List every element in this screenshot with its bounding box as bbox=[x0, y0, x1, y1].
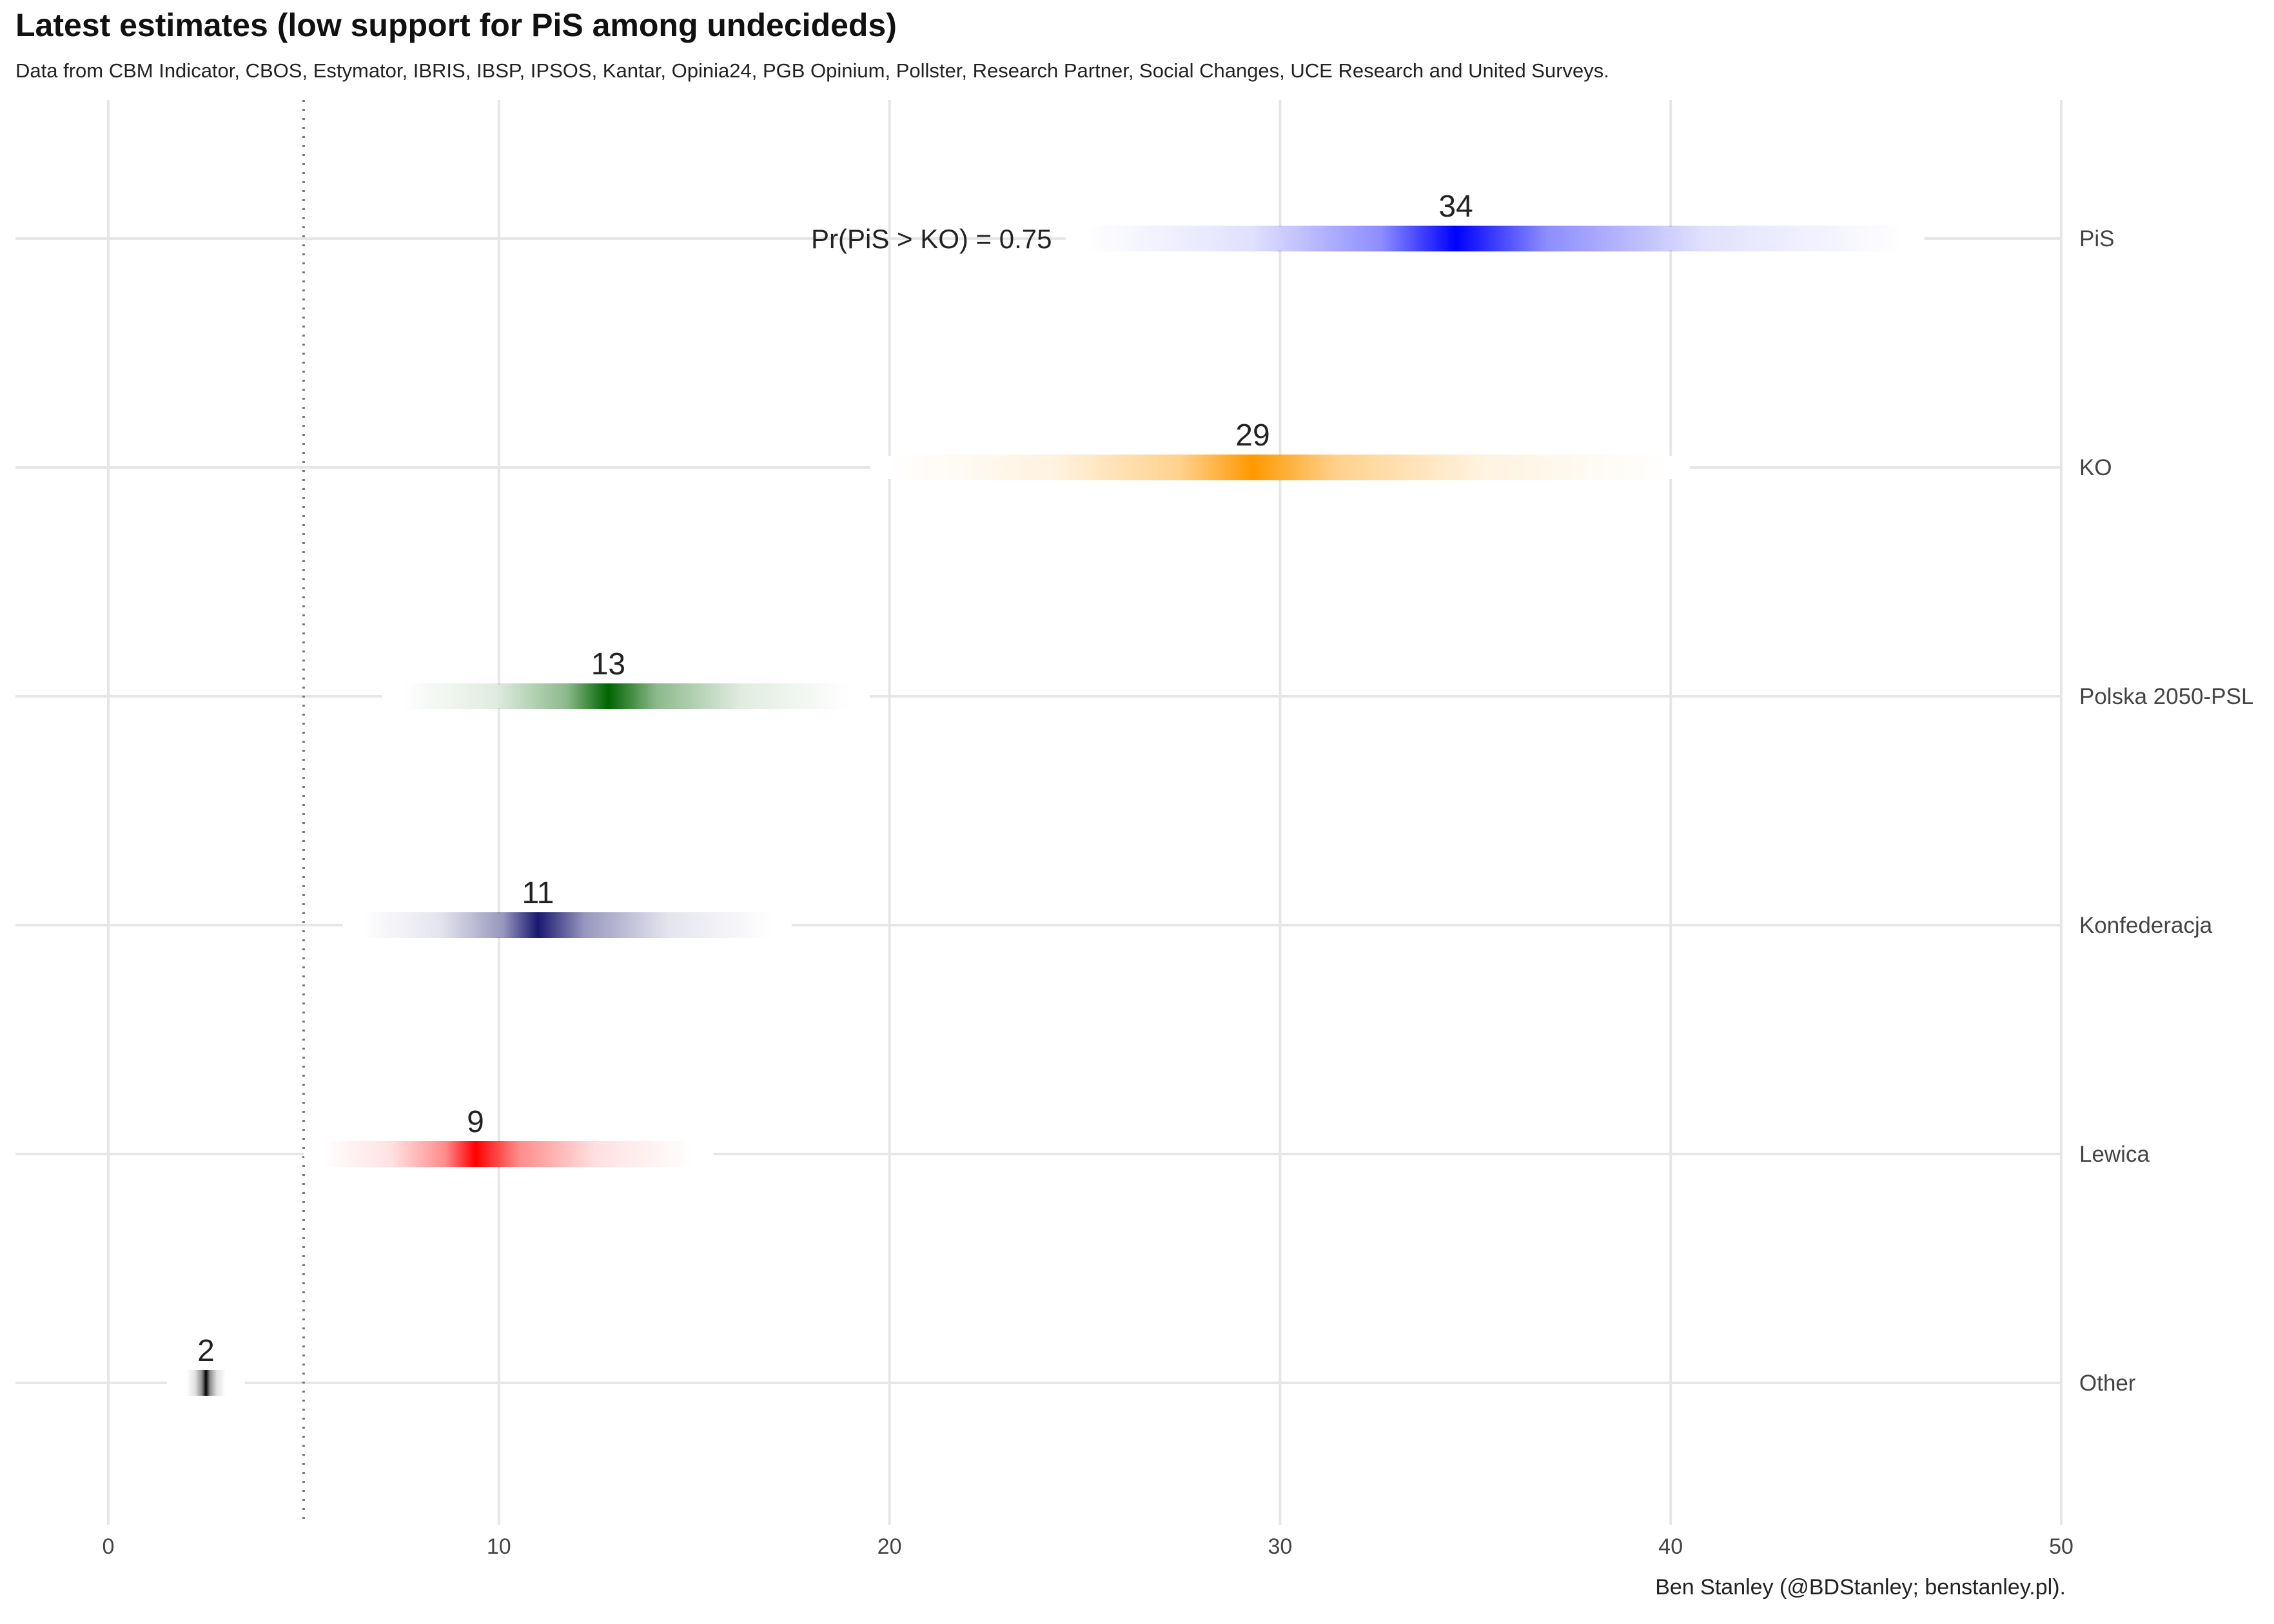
interval-bar-polska-2050-psl bbox=[401, 683, 851, 709]
x-tick-label: 50 bbox=[2049, 1534, 2073, 1559]
interval-bar-ko bbox=[889, 455, 1671, 480]
value-label: 13 bbox=[591, 647, 625, 681]
category-label: Lewica bbox=[2079, 1142, 2150, 1167]
x-tick-label: 30 bbox=[1268, 1534, 1292, 1559]
x-tick-label: 20 bbox=[877, 1534, 902, 1559]
category-label: Other bbox=[2079, 1371, 2136, 1396]
interval-bars bbox=[167, 226, 1925, 1396]
interval-bar-pis bbox=[1084, 226, 1905, 251]
value-label: 9 bbox=[467, 1105, 484, 1139]
value-label: 2 bbox=[197, 1334, 215, 1368]
category-label: Polska 2050-PSL bbox=[2079, 684, 2253, 709]
chart-title: Latest estimates (low support for PiS am… bbox=[15, 7, 897, 43]
interval-bar-lewica bbox=[323, 1141, 694, 1167]
interval-bar-other bbox=[186, 1370, 226, 1396]
category-label: PiS bbox=[2079, 226, 2114, 251]
value-label: 11 bbox=[522, 876, 554, 910]
chart-subtitle: Data from CBM Indicator, CBOS, Estymator… bbox=[15, 59, 1609, 82]
x-tick-label: 40 bbox=[1658, 1534, 1683, 1559]
probability-annotation: Pr(PiS > KO) = 0.75 bbox=[811, 224, 1052, 254]
category-label: Konfederacja bbox=[2079, 913, 2213, 938]
grid-lines bbox=[15, 100, 2063, 1525]
x-tick-label: 0 bbox=[103, 1534, 115, 1559]
value-label: 29 bbox=[1235, 418, 1269, 453]
category-label: KO bbox=[2079, 455, 2112, 480]
interval-bar-konfederacja bbox=[362, 912, 772, 938]
x-tick-label: 10 bbox=[487, 1534, 511, 1559]
value-label: 34 bbox=[1438, 190, 1473, 224]
chart-caption: Ben Stanley (@BDStanley; benstanley.pl). bbox=[1655, 1575, 2066, 1600]
